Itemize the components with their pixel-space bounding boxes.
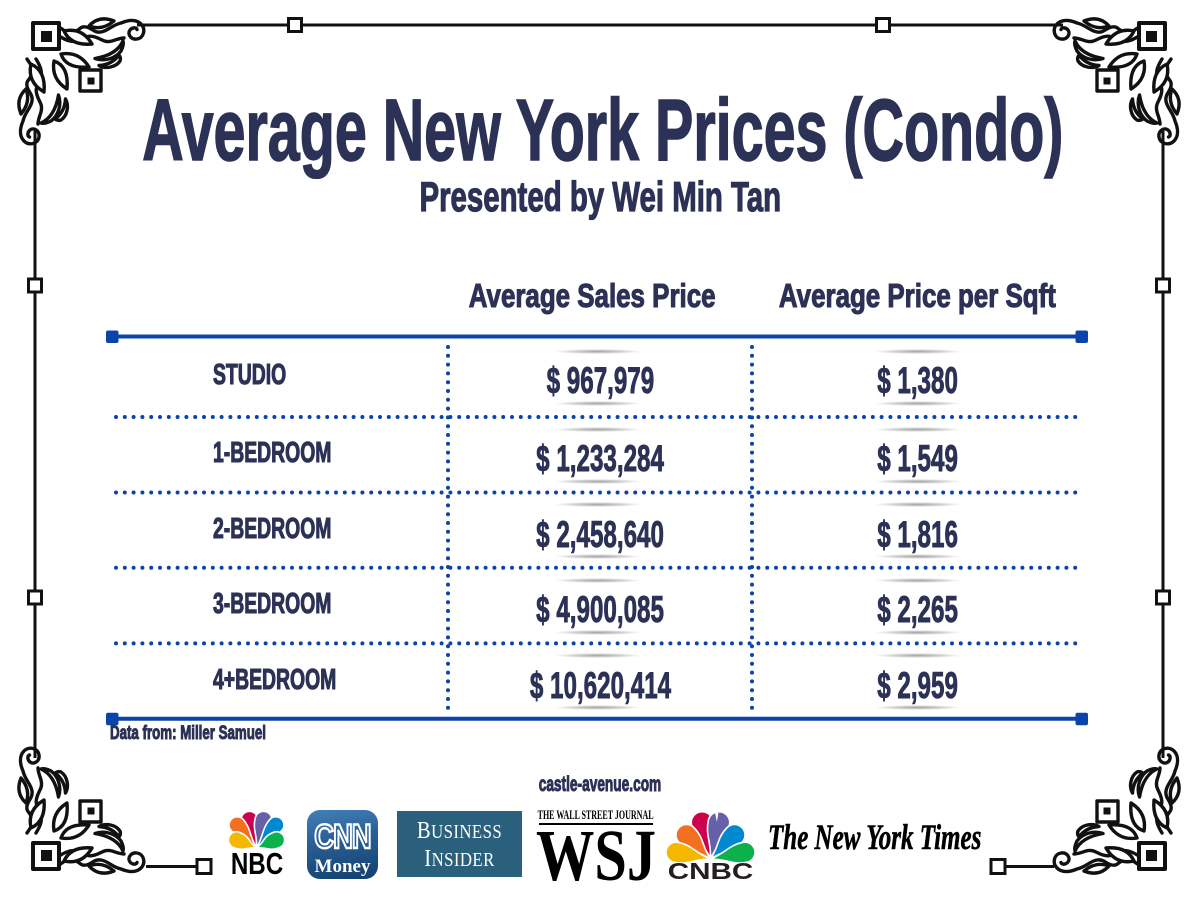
svg-text:NBC: NBC [231,846,283,881]
svg-text:CNBC: CNBC [668,858,754,884]
